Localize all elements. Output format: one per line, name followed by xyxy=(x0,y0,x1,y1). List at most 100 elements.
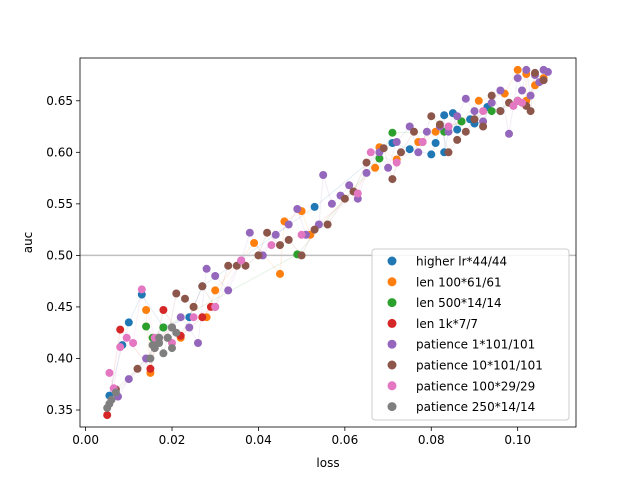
data-point xyxy=(323,220,332,229)
x-tick-label: 0.02 xyxy=(159,433,186,447)
data-point xyxy=(129,339,138,347)
data-point xyxy=(122,333,131,342)
data-point xyxy=(232,261,241,270)
legend-frame xyxy=(371,248,570,421)
data-point xyxy=(453,112,462,121)
data-point xyxy=(405,145,414,154)
data-point xyxy=(224,286,233,295)
legend-marker xyxy=(387,318,397,328)
data-point xyxy=(172,289,181,298)
x-tick-label: 0.10 xyxy=(504,433,531,447)
y-axis-ticks: 0.35 0.40 0.45 0.50 0.55 0.60 0.65 xyxy=(46,94,80,417)
data-point xyxy=(366,148,375,157)
data-point xyxy=(263,228,272,237)
legend-marker xyxy=(387,402,397,412)
data-point xyxy=(479,107,488,116)
data-point xyxy=(202,264,211,273)
data-point xyxy=(362,158,371,167)
data-point xyxy=(137,285,146,294)
data-point xyxy=(518,98,526,107)
data-point xyxy=(297,251,306,260)
data-point xyxy=(496,107,505,116)
data-point xyxy=(159,323,168,332)
data-point xyxy=(513,65,522,74)
data-point xyxy=(375,154,384,163)
data-point xyxy=(479,122,488,131)
y-tick-label: 0.35 xyxy=(46,403,73,417)
y-tick-label: 0.40 xyxy=(46,351,73,365)
x-tick-label: 0.08 xyxy=(418,433,445,447)
x-tick-label: 0.04 xyxy=(245,433,272,447)
data-point xyxy=(116,325,125,334)
plot-area xyxy=(80,65,576,420)
data-point xyxy=(513,74,522,83)
y-tick-label: 0.65 xyxy=(46,94,73,108)
data-point xyxy=(388,128,397,137)
data-point xyxy=(496,86,505,95)
data-point xyxy=(189,302,198,311)
data-point xyxy=(103,411,112,420)
data-points xyxy=(103,65,552,420)
data-point xyxy=(522,65,531,74)
data-point xyxy=(111,388,120,397)
data-point xyxy=(146,354,155,363)
data-point xyxy=(181,294,189,303)
data-point xyxy=(371,163,380,172)
data-point xyxy=(397,148,405,157)
data-point xyxy=(414,148,423,157)
data-point xyxy=(444,122,453,131)
data-point xyxy=(526,91,535,100)
y-tick-label: 0.60 xyxy=(46,145,73,159)
data-point xyxy=(189,313,198,322)
y-tick-label: 0.50 xyxy=(46,248,73,262)
data-point xyxy=(526,107,535,116)
data-point xyxy=(168,344,176,353)
data-point xyxy=(327,199,336,208)
data-point xyxy=(124,375,133,384)
legend: higher lr*44/44 len 100*61/61 len 500*14/1… xyxy=(371,248,570,421)
data-point xyxy=(353,189,362,198)
data-point xyxy=(271,230,280,239)
axes-frame xyxy=(79,57,577,428)
legend-label: patience 10*101/101 xyxy=(416,359,543,373)
data-point xyxy=(453,125,462,134)
data-point xyxy=(284,235,293,244)
data-point xyxy=(142,306,151,314)
data-point xyxy=(427,150,436,159)
data-point xyxy=(163,333,172,342)
data-point xyxy=(453,135,462,144)
data-point xyxy=(155,333,164,342)
data-point xyxy=(198,282,207,291)
legend-marker xyxy=(387,381,397,391)
data-point xyxy=(176,313,185,322)
data-point xyxy=(505,129,513,138)
data-point xyxy=(148,341,157,350)
data-point xyxy=(105,368,114,377)
data-point xyxy=(276,241,284,250)
data-point xyxy=(487,98,496,107)
data-point xyxy=(250,239,259,247)
x-axis-label: loss xyxy=(316,456,339,470)
legend-label: len 500*14/14 xyxy=(416,296,502,310)
data-point xyxy=(440,111,449,120)
legend-marker xyxy=(387,339,397,349)
data-point xyxy=(509,101,518,110)
data-point xyxy=(133,364,142,373)
legend-label: higher lr*44/44 xyxy=(416,255,507,269)
data-point xyxy=(543,67,552,76)
data-point xyxy=(194,339,202,347)
legend-marker xyxy=(387,277,397,287)
legend-label: len 1k*7/7 xyxy=(416,317,478,331)
data-point xyxy=(392,158,401,167)
data-point xyxy=(124,318,133,327)
data-point xyxy=(340,194,349,203)
data-point xyxy=(276,269,284,278)
legend-label: patience 100*29/29 xyxy=(416,379,535,393)
legend-label: len 100*61/61 xyxy=(416,275,502,289)
data-point xyxy=(297,230,306,239)
data-point xyxy=(427,112,436,121)
data-point xyxy=(319,171,328,179)
data-point xyxy=(487,107,496,116)
data-point xyxy=(211,302,220,311)
